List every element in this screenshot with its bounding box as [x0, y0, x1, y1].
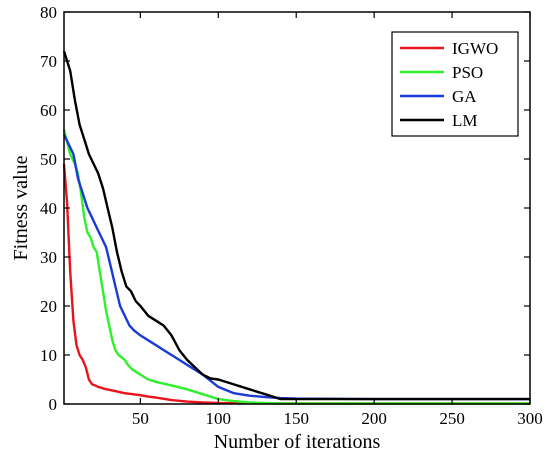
y-axis-title: Fitness value [10, 155, 32, 260]
series-line-lm [62, 50, 530, 401]
series-line-pso [62, 129, 530, 405]
y-axis-ticks: 0 10 20 30 40 50 60 70 80 [40, 3, 530, 414]
legend-label-pso: PSO [452, 63, 483, 82]
y-tick-label: 70 [40, 52, 57, 71]
legend-label-ga: GA [452, 87, 477, 106]
y-tick-label: 60 [40, 101, 57, 120]
y-tick-label: 30 [40, 248, 57, 267]
legend-box [391, 31, 519, 137]
series-line-igwo [62, 163, 530, 405]
legend-label-igwo: IGWO [452, 39, 498, 58]
series-line-ga [62, 133, 530, 401]
x-tick-label: 100 [206, 409, 232, 428]
x-tick-label: 150 [283, 409, 309, 428]
y-tick-label: 20 [40, 297, 57, 316]
x-axis-title: Number of iterations [214, 431, 381, 453]
x-tick-label: 250 [439, 409, 465, 428]
y-tick-label: 10 [40, 346, 57, 365]
x-tick-label: 200 [361, 409, 387, 428]
x-tick-label: 300 [517, 409, 543, 428]
y-tick-label: 0 [49, 395, 58, 414]
y-tick-label: 50 [40, 150, 57, 169]
y-tick-label: 40 [40, 199, 57, 218]
x-tick-label: 50 [132, 409, 149, 428]
legend-label-lm: LM [452, 111, 478, 130]
y-tick-label: 80 [40, 3, 57, 22]
legend: IGWO PSO GA LM [391, 31, 519, 137]
x-axis-ticks: 50 100 150 200 250 300 [132, 12, 543, 428]
